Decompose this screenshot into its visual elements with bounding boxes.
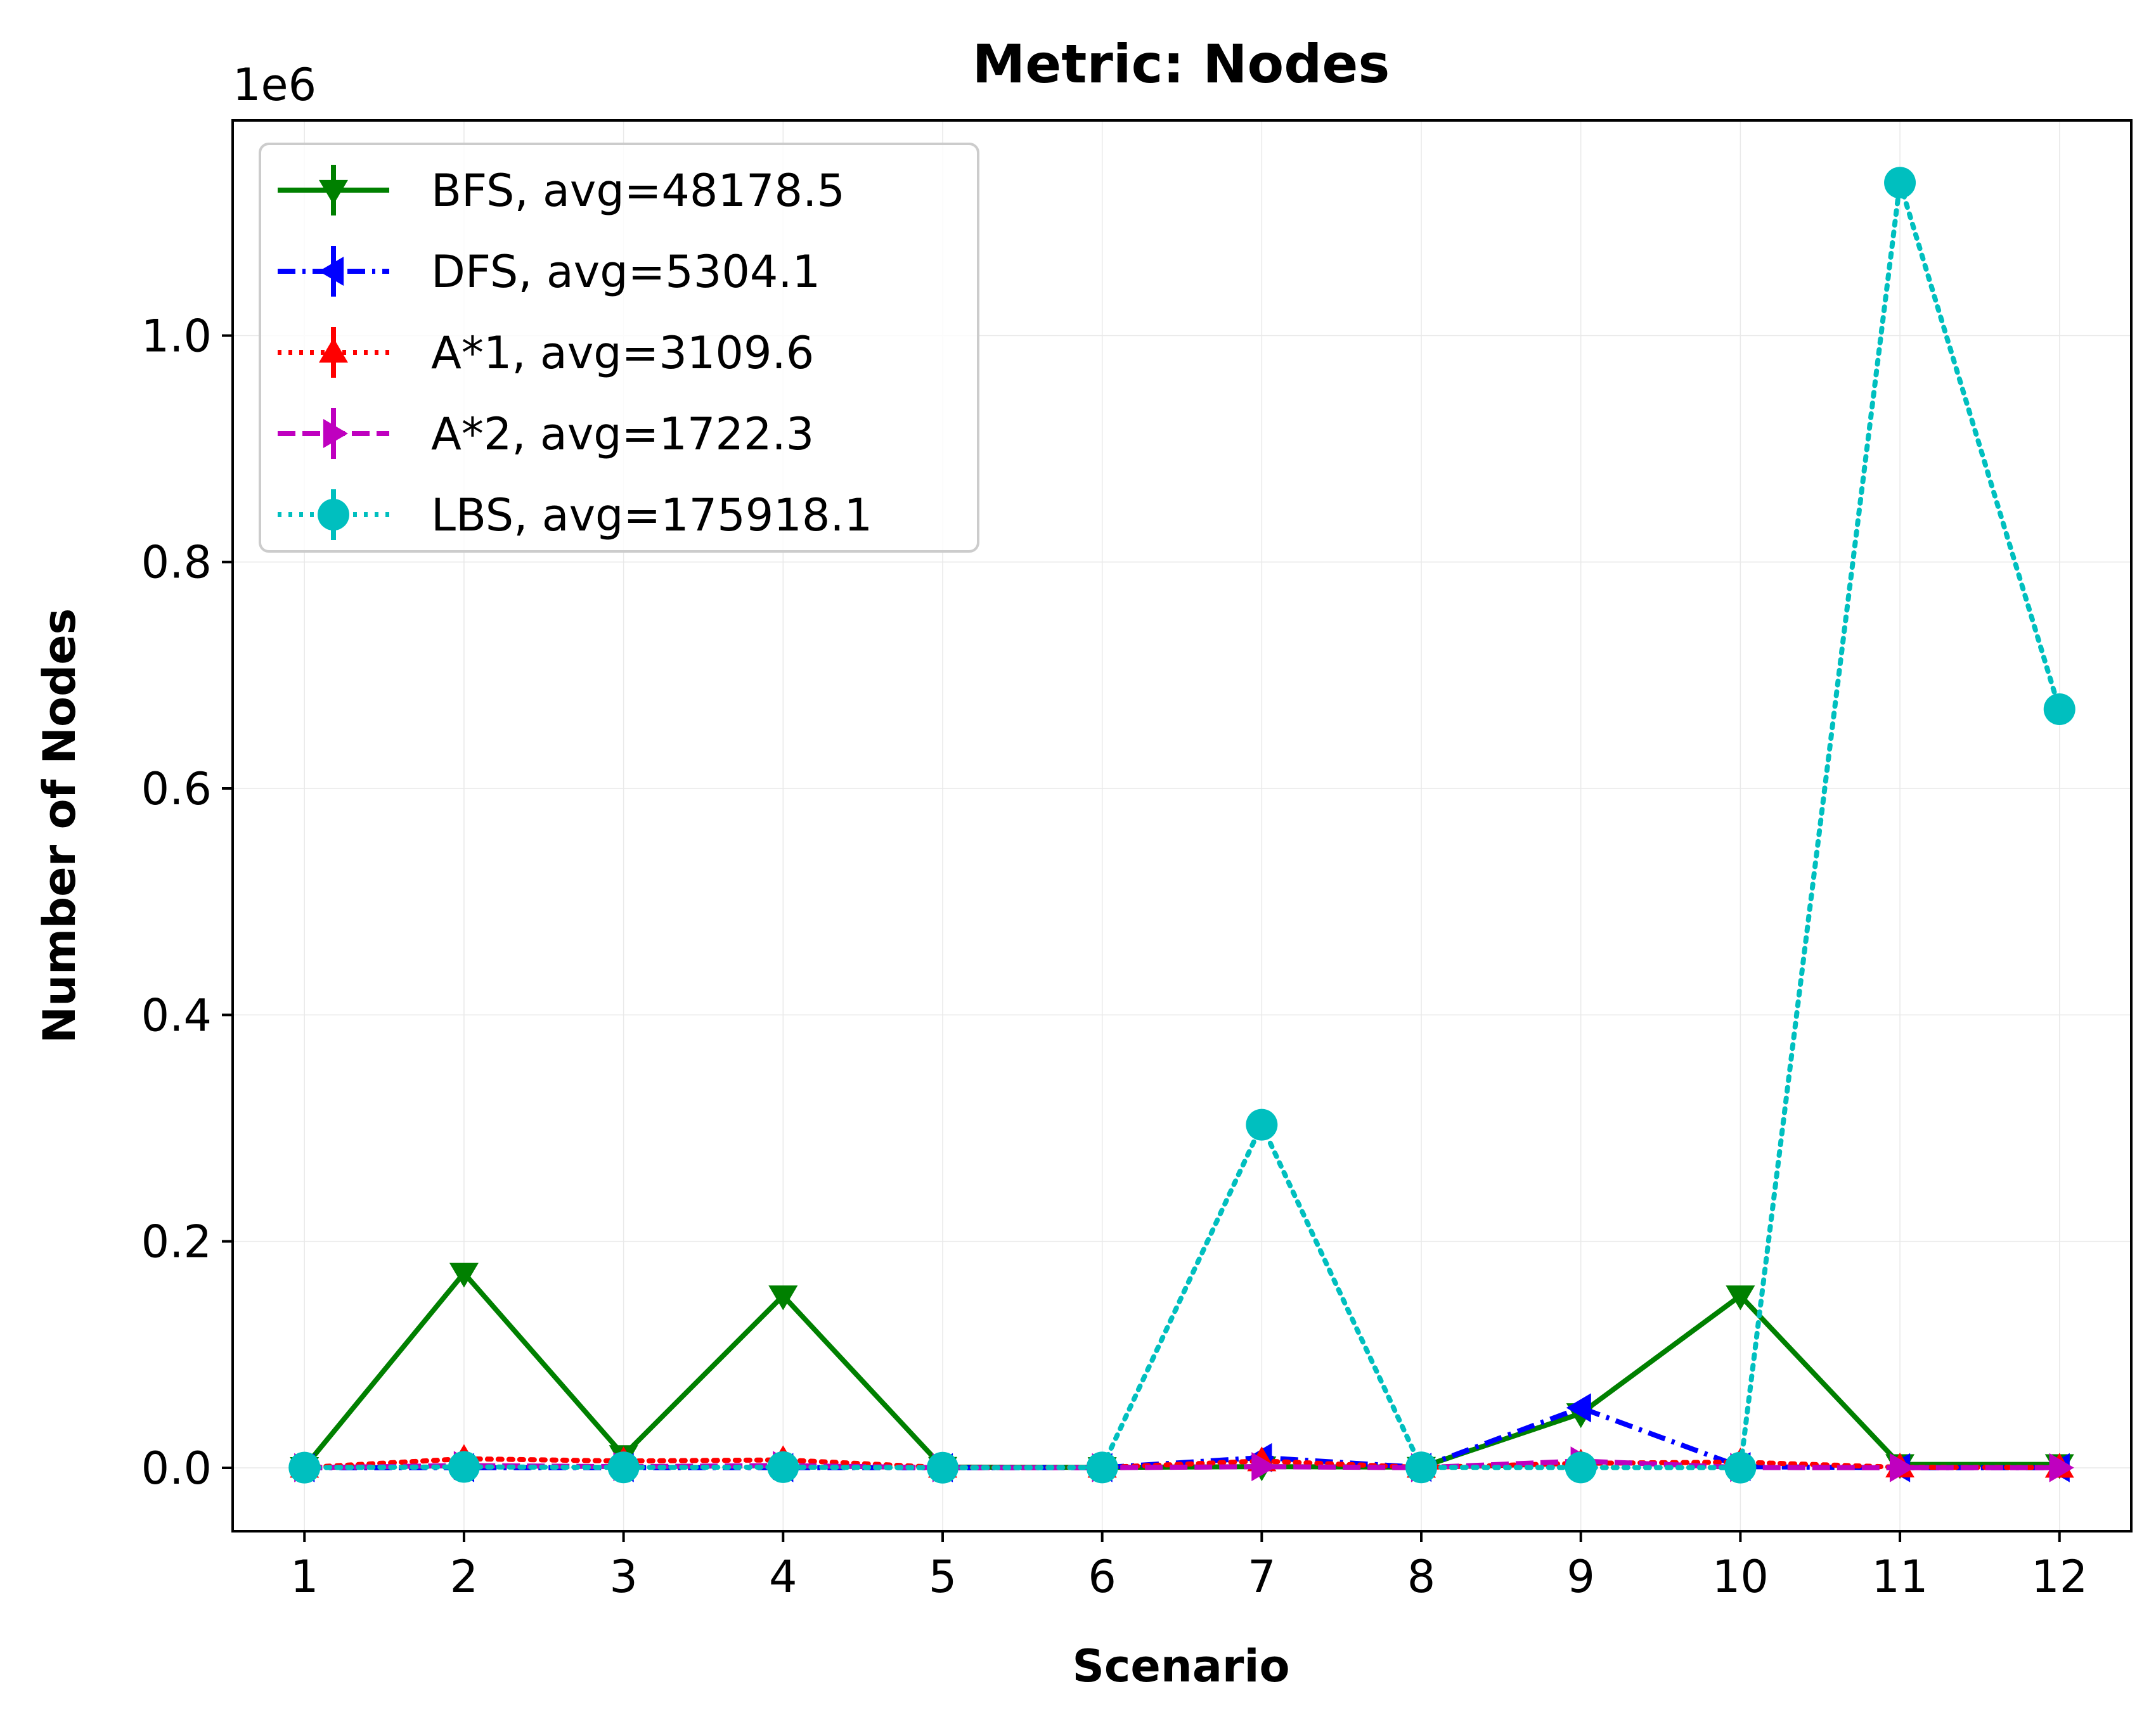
x-axis: 1 2 3 4 5 6 7 8 9 10 11 12	[290, 1531, 2088, 1603]
x-tick-label: 8	[1407, 1551, 1436, 1603]
x-tick-label: 3	[609, 1551, 638, 1603]
data-point	[288, 1451, 321, 1484]
legend-label: BFS, avg=48178.5	[431, 165, 845, 217]
y-tick-label: 0.2	[141, 1216, 212, 1268]
data-point	[449, 1263, 479, 1288]
data-point	[1724, 1451, 1757, 1484]
y-tick-label: 0.6	[141, 763, 212, 815]
series-line	[304, 1458, 2060, 1470]
x-axis-label: Scenario	[1072, 1640, 1289, 1692]
data-point	[1086, 1451, 1118, 1484]
data-point	[1251, 1452, 1277, 1482]
x-tick-label: 11	[1872, 1551, 1928, 1603]
data-point	[1884, 167, 1916, 199]
legend-item: DFS, avg=5304.1	[278, 246, 820, 298]
legend: BFS, avg=48178.5 DFS, avg=5304.1 A*1, avg=…	[259, 143, 979, 553]
y-tick-label: 0.4	[141, 989, 212, 1041]
data-point	[1566, 1393, 1591, 1423]
data-point	[1726, 1285, 1755, 1311]
series-line	[302, 1456, 2062, 1470]
legend-box	[259, 143, 979, 553]
y-axis-label: Number of Nodes	[34, 608, 86, 1044]
legend-item: BFS, avg=48178.5	[278, 165, 845, 217]
data-point	[448, 1451, 480, 1483]
legend-item: A*2, avg=1722.3	[278, 408, 814, 460]
y-tick-label: 0.0	[141, 1442, 212, 1494]
data-point	[1889, 1453, 1915, 1482]
data-point	[607, 1451, 640, 1484]
data-point	[2043, 693, 2075, 725]
x-tick-label: 6	[1088, 1551, 1116, 1603]
y-offset-text: 1e6	[233, 59, 316, 111]
plot-frame	[231, 119, 2133, 1532]
legend-label: LBS, avg=175918.1	[431, 489, 872, 541]
x-tick-label: 7	[1248, 1551, 1276, 1603]
series-layer	[288, 167, 2075, 1484]
x-tick-label: 1	[290, 1551, 319, 1603]
data-point	[1405, 1451, 1438, 1484]
data-point	[926, 1451, 959, 1484]
series-line	[302, 182, 2062, 1470]
legend-item: LBS, avg=175918.1	[278, 489, 872, 541]
x-tick-label: 12	[2031, 1551, 2088, 1603]
legend-label: A*2, avg=1722.3	[431, 408, 814, 460]
x-tick-label: 2	[450, 1551, 479, 1603]
legend-marker	[319, 338, 348, 363]
x-tick-label: 10	[1712, 1551, 1769, 1603]
x-tick-label: 9	[1566, 1551, 1595, 1603]
legend-marker	[319, 179, 348, 205]
data-point	[2049, 1453, 2074, 1482]
data-point	[1565, 1451, 1597, 1484]
x-tick-label: 5	[929, 1551, 957, 1603]
legend-label: A*1, avg=3109.6	[431, 327, 814, 379]
chart-title: Metric: Nodes	[972, 33, 1390, 95]
legend-marker	[318, 499, 349, 530]
x-tick-label: 4	[769, 1551, 797, 1603]
series-4	[288, 167, 2075, 1484]
y-axis: 0.0 0.2 0.4 0.6 0.8 1.0	[141, 310, 233, 1494]
data-point	[767, 1451, 799, 1483]
legend-item: A*1, avg=3109.6	[278, 327, 814, 379]
data-point	[1246, 1108, 1278, 1141]
legend-marker	[319, 257, 344, 286]
legend-marker	[323, 419, 348, 448]
y-tick-label: 1.0	[141, 310, 212, 362]
y-tick-label: 0.8	[141, 537, 212, 589]
legend-label: DFS, avg=5304.1	[431, 246, 820, 298]
data-point	[768, 1285, 798, 1311]
